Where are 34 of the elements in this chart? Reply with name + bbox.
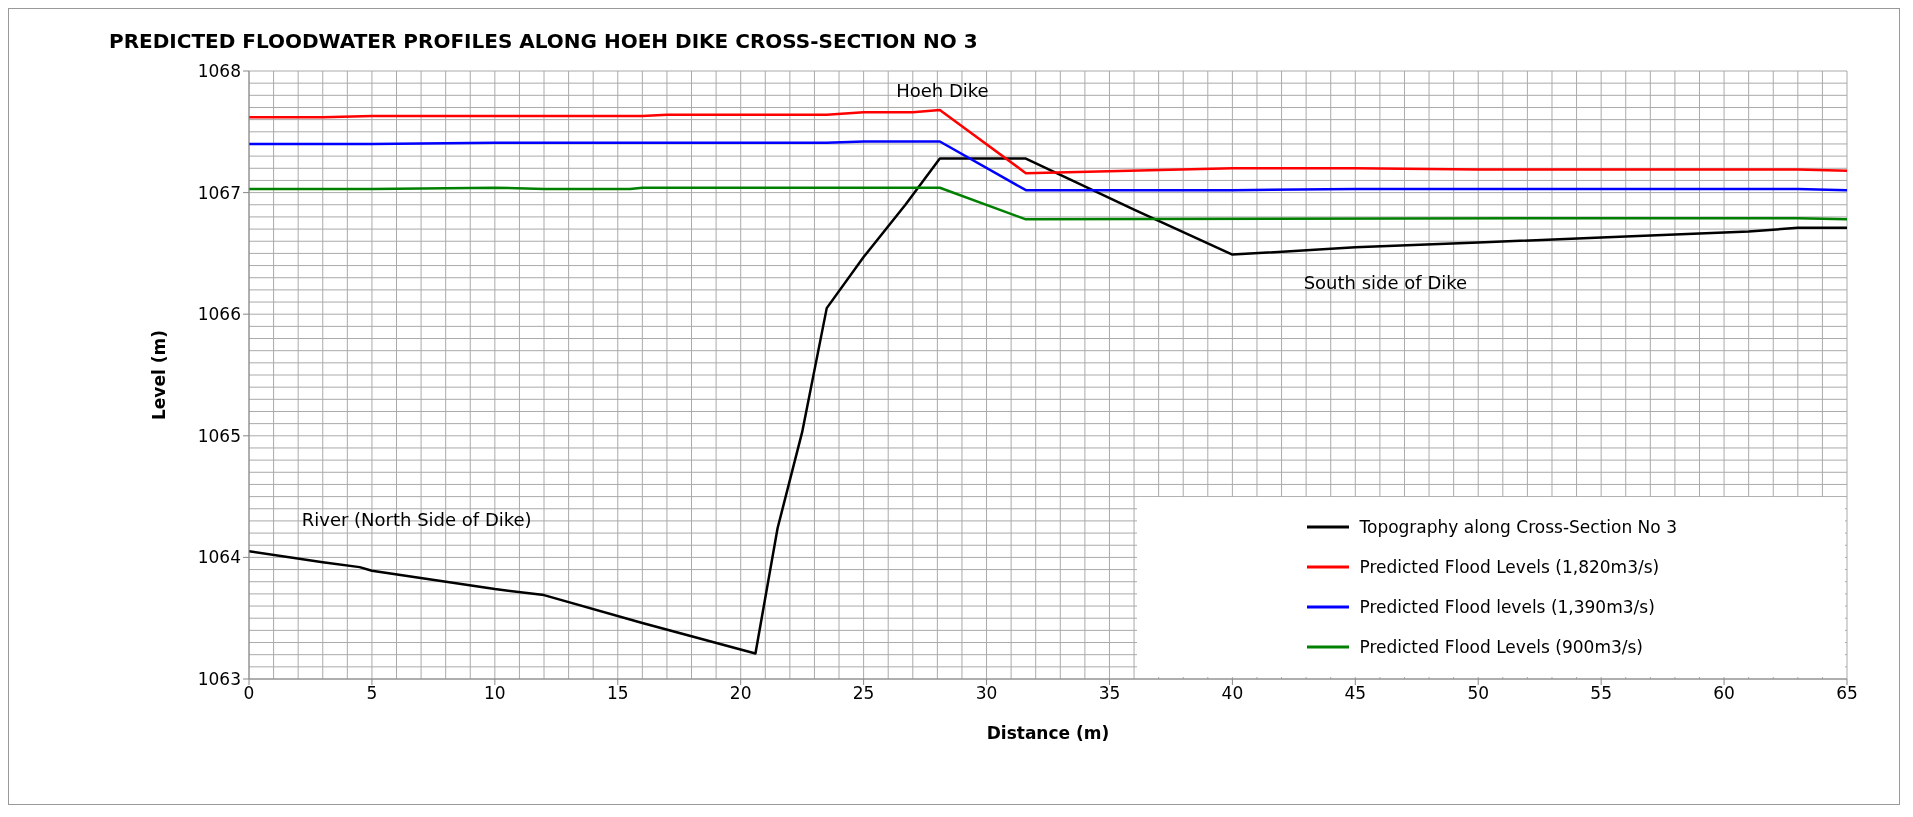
line-series: [249, 186, 1847, 221]
x-tick-label: 5: [366, 683, 378, 704]
annotation: South side of Dike: [1303, 271, 1468, 293]
legend-label: Topography along Cross-Section No 3: [1359, 516, 1677, 537]
x-tick-label: 40: [1221, 683, 1244, 704]
x-tick-label: 65: [1836, 683, 1858, 704]
legend-label: Predicted Flood Levels (900m3/s): [1359, 636, 1643, 657]
y-tick-label: 1064: [197, 547, 241, 568]
x-tick-label: 35: [1098, 683, 1121, 704]
y-tick-label: 1066: [197, 304, 241, 325]
y-tick-label: 1065: [197, 425, 241, 446]
y-axis-title: Level (m): [149, 330, 170, 420]
annotation: Hoeh Dike: [896, 80, 989, 102]
y-tick-label: 1067: [197, 182, 241, 203]
x-tick-label: 10: [484, 683, 506, 704]
annotation: River (North Side of Dike): [301, 508, 532, 530]
line-series: [249, 157, 1847, 655]
x-tick-label: 15: [606, 683, 629, 704]
x-tick-label: 25: [852, 683, 875, 704]
x-tick-label: 60: [1713, 683, 1735, 704]
x-tick-label: 45: [1344, 683, 1367, 704]
x-tick-label: 55: [1590, 683, 1612, 704]
line-series: [249, 140, 1847, 192]
line-series: [249, 108, 1847, 175]
legend-label: Predicted Flood levels (1,390m3/s): [1359, 596, 1655, 617]
x-tick-label: 30: [975, 683, 998, 704]
y-tick-label: 1068: [197, 61, 241, 82]
chart-title: PREDICTED FLOODWATER PROFILES ALONG HOEH DIKE CROSS-SECTION NO 3: [109, 29, 978, 53]
x-tick-label: 0: [243, 683, 255, 704]
x-tick-label: 20: [729, 683, 752, 704]
x-tick-label: 50: [1467, 683, 1490, 704]
y-tick-label: 1063: [197, 669, 241, 690]
x-axis-title: Distance (m): [986, 723, 1110, 743]
legend-label: Predicted Flood Levels (1,820m3/s): [1359, 556, 1660, 577]
